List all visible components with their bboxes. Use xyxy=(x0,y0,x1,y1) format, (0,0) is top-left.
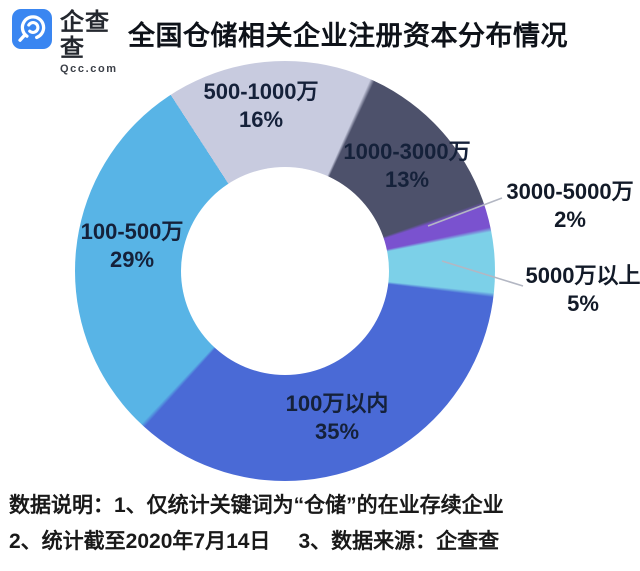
slice-name: 500-1000万 xyxy=(203,79,319,104)
slice-label-5000plus: 5000万以上 5% xyxy=(526,262,640,318)
slice-label-100-500: 100-500万 29% xyxy=(81,218,184,274)
brand-domain: Qcc.com xyxy=(60,63,118,75)
slice-percent: 16% xyxy=(238,107,284,132)
slice-label-1000-3000: 1000-3000万 13% xyxy=(343,138,470,194)
footer-line2: 2、统计截至2020年7月14日 3、数据来源：企查查 xyxy=(9,528,639,555)
slice-percent: 2% xyxy=(554,207,586,232)
slice-percent: 35% xyxy=(314,419,360,444)
slice-percent: 5% xyxy=(567,291,599,316)
brand-block: 企查查 Qcc.com xyxy=(60,10,130,76)
slice-label-500-1000: 500-1000万 16% xyxy=(204,78,319,134)
qcc-logo-icon xyxy=(12,9,52,49)
qcc-logo xyxy=(12,9,52,49)
slice-name: 100-500万 xyxy=(80,219,184,244)
slice-name: 3000-5000万 xyxy=(506,179,634,204)
header: 企查查 Qcc.com 全国仓储相关企业注册资本分布情况 xyxy=(0,0,640,75)
slice-name: 1000-3000万 xyxy=(343,139,471,164)
slice-percent: 13% xyxy=(384,167,430,192)
footer-line2-item2: 2、统计截至2020年7月14日 xyxy=(9,530,271,553)
slice-name: 100万以内 xyxy=(285,391,389,416)
footer-line1: 数据说明：1、仅统计关键词为“仓储”的在业存续企业 xyxy=(9,494,504,517)
footer-notes: 数据说明：1、仅统计关键词为“仓储”的在业存续企业 2、统计截至2020年7月1… xyxy=(9,492,639,555)
donut-hole xyxy=(181,167,389,375)
slice-label-3000-5000: 3000-5000万 2% xyxy=(506,178,633,234)
brand-name: 企查查 xyxy=(60,9,110,62)
footer-line2-item3: 3、数据来源：企查查 xyxy=(298,530,500,553)
slice-label-under-100: 100万以内 35% xyxy=(286,390,389,446)
slice-name: 5000万以上 xyxy=(525,263,640,288)
page-title: 全国仓储相关企业注册资本分布情况 xyxy=(128,21,568,51)
slice-percent: 29% xyxy=(109,247,155,272)
